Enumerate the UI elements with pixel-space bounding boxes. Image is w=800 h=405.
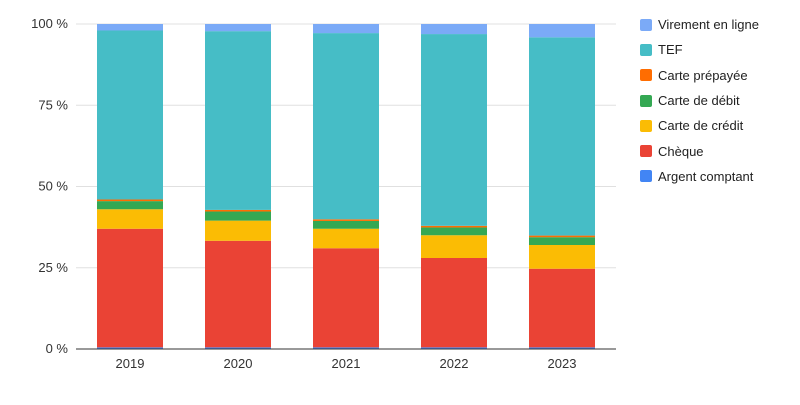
legend-item: Chèque [640, 138, 800, 163]
legend-item: TEF [640, 37, 800, 62]
bar-segment [205, 240, 271, 348]
bar-segment [313, 33, 379, 220]
bar-segment [529, 24, 595, 38]
y-tick-label: 75 % [38, 97, 68, 112]
y-tick-label: 100 % [31, 16, 68, 31]
bar-segment [205, 31, 271, 210]
bar-segment [421, 347, 487, 349]
bar-segment [313, 219, 379, 221]
bar-segment [421, 235, 487, 258]
x-tick-label: 2019 [116, 356, 145, 371]
legend-item: Carte de crédit [640, 113, 800, 138]
legend-item: Argent comptant [640, 164, 800, 189]
bar-segment [205, 209, 271, 212]
y-tick-label: 25 % [38, 260, 68, 275]
bar-segment [97, 209, 163, 229]
bar-segment [529, 347, 595, 349]
legend-swatch [640, 170, 652, 183]
legend-swatch [640, 119, 652, 132]
legend: Virement en ligne TEF Carte prépayée Carte … [640, 12, 800, 189]
legend-swatch [640, 18, 652, 31]
legend-swatch [640, 94, 652, 107]
bar-segment [97, 30, 163, 200]
bar-segment [529, 245, 595, 269]
bar-segment [97, 347, 163, 349]
bar-segment [313, 248, 379, 348]
bar-segment [97, 228, 163, 348]
bar-segment [421, 258, 487, 348]
legend-label: Carte prépayée [658, 67, 748, 83]
x-tick-label: 2020 [224, 356, 253, 371]
bar-segment [205, 24, 271, 32]
bar-segment [205, 211, 271, 221]
legend-swatch [640, 145, 652, 158]
bar-segment [313, 347, 379, 349]
legend-label: Virement en ligne [658, 17, 759, 33]
x-tick-label: 2021 [332, 356, 361, 371]
bar-segment [421, 227, 487, 236]
bar-segment [421, 225, 487, 228]
legend-label: Carte de débit [658, 93, 740, 109]
bar-segment [313, 220, 379, 229]
bar-segment [97, 199, 163, 202]
x-tick-label: 2023 [548, 356, 577, 371]
bar-segment [205, 220, 271, 241]
legend-swatch [640, 43, 652, 56]
bar-segment [313, 228, 379, 249]
bar-segment [529, 237, 595, 245]
bar-segment [529, 268, 595, 348]
x-tick-label: 2022 [440, 356, 469, 371]
legend-label: TEF [658, 42, 683, 58]
bar-segment [421, 34, 487, 226]
bar-segment [529, 37, 595, 236]
y-tick-label: 50 % [38, 179, 68, 194]
bar-segment [313, 24, 379, 34]
legend-label: Chèque [658, 143, 704, 159]
bar-segment [97, 24, 163, 31]
legend-swatch [640, 69, 652, 82]
bar-segment [421, 24, 487, 35]
legend-label: Argent comptant [658, 168, 754, 184]
y-tick-label: 0 % [46, 341, 69, 356]
legend-item: Carte prépayée [640, 63, 800, 88]
bar-segment [529, 235, 595, 238]
legend-label: Carte de crédit [658, 118, 744, 134]
bar-segment [97, 201, 163, 210]
legend-item: Carte de débit [640, 88, 800, 113]
legend-item: Virement en ligne [640, 12, 800, 37]
bar-segment [205, 347, 271, 349]
